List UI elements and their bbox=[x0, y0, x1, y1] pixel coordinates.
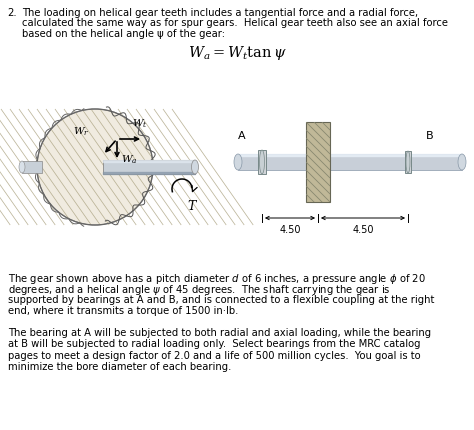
Bar bbox=[22, 162, 42, 174]
Text: 4.50: 4.50 bbox=[279, 224, 301, 234]
Bar bbox=[238, 155, 462, 171]
Bar bbox=[258, 150, 266, 175]
Text: degrees, and a helical angle $\psi$ of 45 degrees.  The shaft carrying the gear : degrees, and a helical angle $\psi$ of 4… bbox=[8, 283, 391, 297]
Ellipse shape bbox=[191, 161, 199, 175]
Text: A: A bbox=[238, 131, 246, 141]
Text: $W_a = W_t \tan \psi$: $W_a = W_t \tan \psi$ bbox=[188, 44, 286, 62]
Text: B: B bbox=[426, 131, 434, 141]
Bar bbox=[103, 161, 195, 175]
Circle shape bbox=[37, 110, 153, 225]
Text: based on the helical angle ψ of the gear:: based on the helical angle ψ of the gear… bbox=[22, 29, 225, 39]
Text: $W_a$: $W_a$ bbox=[121, 154, 137, 166]
Text: The loading on helical gear teeth includes a tangential force and a radial force: The loading on helical gear teeth includ… bbox=[22, 8, 418, 18]
Text: minimize the bore diameter of each bearing.: minimize the bore diameter of each beari… bbox=[8, 362, 231, 372]
Ellipse shape bbox=[19, 162, 25, 174]
Text: at B will be subjected to radial loading only.  Select bearings from the MRC cat: at B will be subjected to radial loading… bbox=[8, 339, 420, 349]
Ellipse shape bbox=[406, 152, 410, 174]
Bar bbox=[405, 152, 411, 174]
Bar bbox=[306, 123, 330, 203]
Text: $W_t$: $W_t$ bbox=[132, 117, 147, 130]
Text: supported by bearings at A and B, and is connected to a flexible coupling at the: supported by bearings at A and B, and is… bbox=[8, 294, 434, 304]
Ellipse shape bbox=[458, 155, 466, 171]
Ellipse shape bbox=[259, 150, 264, 175]
Text: The gear shown above has a pitch diameter $d$ of 6 inches, a pressure angle $\ph: The gear shown above has a pitch diamete… bbox=[8, 271, 426, 286]
Text: pages to meet a design factor of 2.0 and a life of 500 million cycles.  You goal: pages to meet a design factor of 2.0 and… bbox=[8, 350, 420, 360]
Text: $T$: $T$ bbox=[187, 199, 198, 212]
Text: end, where it transmits a torque of 1500 in·lb.: end, where it transmits a torque of 1500… bbox=[8, 306, 238, 316]
Text: 4.50: 4.50 bbox=[352, 224, 374, 234]
Text: $W_r$: $W_r$ bbox=[73, 126, 89, 138]
Ellipse shape bbox=[234, 155, 242, 171]
Text: The bearing at A will be subjected to both radial and axial loading, while the b: The bearing at A will be subjected to bo… bbox=[8, 327, 431, 337]
Text: calculated the same way as for spur gears.  Helical gear teeth also see an axial: calculated the same way as for spur gear… bbox=[22, 18, 448, 28]
Text: 2.: 2. bbox=[7, 8, 17, 18]
